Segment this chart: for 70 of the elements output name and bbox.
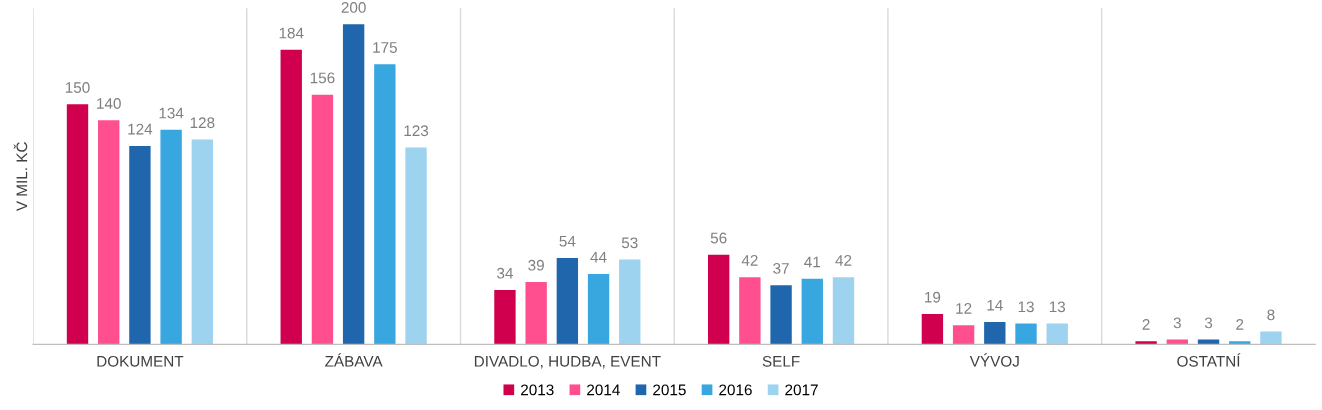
data-label: 54 (559, 235, 576, 247)
bar (525, 281, 547, 345)
data-label: 134 (159, 107, 184, 119)
data-label: 175 (373, 42, 397, 53)
bar (374, 64, 396, 345)
bar (129, 145, 151, 345)
data-label: 2 (1236, 319, 1244, 330)
bar (405, 147, 427, 345)
bar (160, 129, 182, 345)
data-label: 39 (528, 259, 544, 271)
bar (770, 285, 792, 345)
data-label: 140 (97, 98, 121, 109)
legend-label: 2013 (521, 384, 554, 396)
legend-label: 2016 (719, 384, 752, 396)
bar (494, 289, 516, 345)
y-axis-title: V MIL. KČ (13, 142, 28, 212)
data-label: 41 (804, 256, 821, 268)
bar (1015, 323, 1037, 345)
bar (280, 49, 302, 345)
x-tick-label: ZÁBAVA (325, 353, 383, 367)
data-label: 200 (341, 2, 366, 13)
bar (587, 273, 610, 345)
legend-label: 2014 (587, 384, 620, 396)
data-label: 2 (1142, 319, 1150, 330)
legend-label: 2015 (653, 384, 686, 396)
x-tick-label: VÝVOJ (969, 353, 1019, 367)
data-label: 42 (741, 254, 758, 266)
bar (1135, 341, 1157, 345)
legend-label: 2017 (785, 384, 818, 396)
bar (66, 104, 89, 345)
data-label: 53 (621, 237, 638, 249)
data-label: 44 (590, 251, 607, 263)
bar (739, 277, 761, 345)
bar (311, 94, 334, 345)
data-label: 42 (835, 254, 852, 266)
data-label: 124 (128, 123, 153, 135)
bar (191, 139, 214, 345)
x-tick-label: DIVADLO, HUDBA, EVENT (474, 355, 661, 369)
bar (801, 278, 823, 345)
data-label: 3 (1173, 317, 1181, 329)
data-label: 150 (65, 82, 90, 93)
data-label: 56 (710, 232, 727, 244)
bar (707, 254, 730, 345)
bar (952, 325, 975, 345)
data-label: 8 (1267, 309, 1275, 321)
x-tick-label: DOKUMENT (97, 355, 184, 367)
data-label: 184 (279, 27, 304, 39)
data-label: 13 (1049, 301, 1066, 313)
bar (342, 24, 365, 345)
bar (921, 313, 944, 345)
bar (984, 321, 1006, 345)
data-label: 19 (925, 291, 941, 303)
x-tick-label: OSTATNÍ (1177, 353, 1241, 367)
data-label: 123 (404, 125, 429, 137)
bar (1229, 341, 1251, 345)
data-label: 14 (987, 299, 1003, 311)
data-label: 37 (773, 262, 789, 274)
data-label: 128 (190, 117, 215, 129)
bar (619, 259, 641, 345)
data-label: 156 (310, 72, 335, 84)
bar (832, 277, 855, 345)
data-label: 13 (1018, 301, 1034, 313)
data-label: 3 (1204, 317, 1213, 329)
bar (1260, 331, 1282, 345)
data-label: 12 (956, 303, 972, 314)
bar (1046, 323, 1068, 345)
x-tick-label: SELF (762, 355, 800, 367)
data-label: 34 (497, 267, 513, 279)
bar (556, 257, 579, 345)
bar (98, 120, 120, 345)
